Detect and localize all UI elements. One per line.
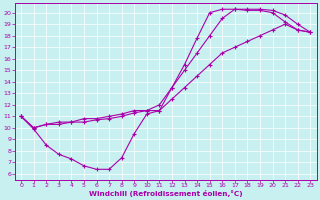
X-axis label: Windchill (Refroidissement éolien,°C): Windchill (Refroidissement éolien,°C) [89,190,243,197]
